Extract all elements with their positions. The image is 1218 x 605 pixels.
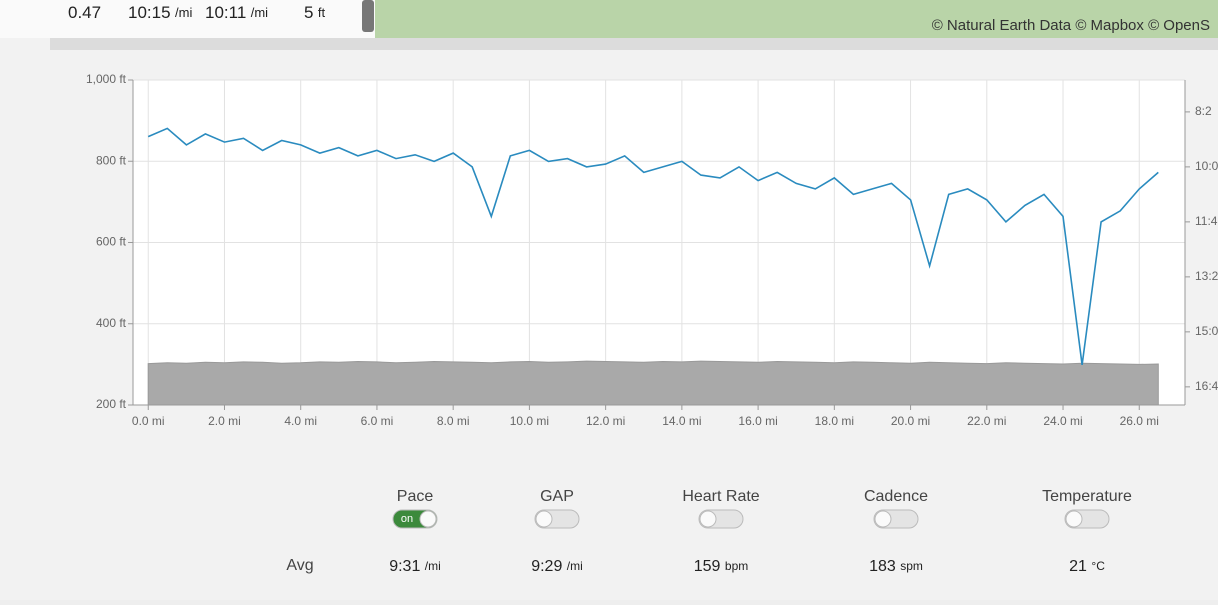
avg-value: 159 xyxy=(694,558,721,575)
x-tick-label: 18.0 mi xyxy=(815,414,854,428)
y-tick-label: 1,000 ft xyxy=(86,72,127,86)
y2-tick-label: 8:2 xyxy=(1195,104,1212,118)
x-tick-label: 2.0 mi xyxy=(208,414,241,428)
x-tick-label: 16.0 mi xyxy=(738,414,777,428)
stat-value: 5 xyxy=(304,3,313,22)
stat: 10:15 /mi xyxy=(128,3,192,22)
y-tick-label: 800 ft xyxy=(96,153,127,167)
metric-name: Pace xyxy=(397,488,434,505)
map-attribution: © Natural Earth Data © Mapbox © OpenS xyxy=(932,17,1210,34)
x-tick-label: 24.0 mi xyxy=(1043,414,1082,428)
metric-avg: 183 spm xyxy=(869,558,923,575)
pace-line xyxy=(147,127,1159,366)
avg-value: 9:31 xyxy=(389,558,420,575)
avg-value: 21 xyxy=(1069,558,1087,575)
y2-tick-label: 10:0 xyxy=(1195,159,1218,173)
y-tick-label: 400 ft xyxy=(96,316,127,330)
stat: 10:11 /mi xyxy=(205,3,268,22)
avg-value: 9:29 xyxy=(531,558,562,575)
avg-label: Avg xyxy=(286,557,313,574)
stat-value: 10:15 xyxy=(128,3,171,22)
divider xyxy=(50,38,1218,50)
metric-name: Temperature xyxy=(1042,488,1132,505)
metric-avg: 159 bpm xyxy=(694,558,749,575)
avg-unit: /mi xyxy=(425,559,441,573)
x-tick-label: 8.0 mi xyxy=(437,414,470,428)
metric-avg: 9:31 /mi xyxy=(389,558,441,575)
x-tick-label: 12.0 mi xyxy=(586,414,625,428)
toggle-knob xyxy=(535,510,553,528)
toggle-knob xyxy=(699,510,717,528)
stat-unit: /mi xyxy=(175,5,192,20)
stats-bar xyxy=(0,0,375,38)
avg-unit: bpm xyxy=(725,559,748,573)
avg-value: 183 xyxy=(869,558,896,575)
stat: 5 ft xyxy=(304,3,326,22)
metric-name: Cadence xyxy=(864,488,928,505)
x-tick-label: 4.0 mi xyxy=(284,414,317,428)
avg-unit: spm xyxy=(900,559,923,573)
handle xyxy=(362,0,374,32)
y-tick-label: 200 ft xyxy=(96,397,127,411)
stat-value: 0.47 xyxy=(68,3,101,22)
y2-tick-label: 15:00/ xyxy=(1195,324,1218,338)
stat-unit: ft xyxy=(318,5,326,20)
x-tick-label: 14.0 mi xyxy=(662,414,701,428)
metric-avg: 21 °C xyxy=(1069,558,1105,575)
elevation-area xyxy=(147,360,1159,406)
avg-unit: °C xyxy=(1091,559,1105,573)
metric-avg: 9:29 /mi xyxy=(531,558,583,575)
stat-value: 10:11 xyxy=(205,3,246,22)
y2-tick-label: 11:40 xyxy=(1195,214,1218,228)
avg-unit: /mi xyxy=(567,559,583,573)
x-tick-label: 22.0 mi xyxy=(967,414,1006,428)
toggle-knob xyxy=(1065,510,1083,528)
x-tick-label: 0.0 mi xyxy=(132,414,165,428)
x-tick-label: 10.0 mi xyxy=(510,414,549,428)
map-strip xyxy=(375,0,1218,38)
metric-name: GAP xyxy=(540,488,574,505)
toggle-knob xyxy=(419,510,437,528)
x-tick-label: 26.0 mi xyxy=(1120,414,1159,428)
x-tick-label: 20.0 mi xyxy=(891,414,930,428)
toggle-label: on xyxy=(401,513,413,525)
y2-tick-label: 16:40/ xyxy=(1195,379,1218,393)
metric-name: Heart Rate xyxy=(682,488,759,505)
stat: 0.47 xyxy=(68,3,101,22)
y2-tick-label: 13:20 xyxy=(1195,269,1218,283)
stat-unit: /mi xyxy=(251,5,268,20)
x-tick-label: 6.0 mi xyxy=(361,414,394,428)
y-tick-label: 600 ft xyxy=(96,235,127,249)
toggle-knob xyxy=(874,510,892,528)
